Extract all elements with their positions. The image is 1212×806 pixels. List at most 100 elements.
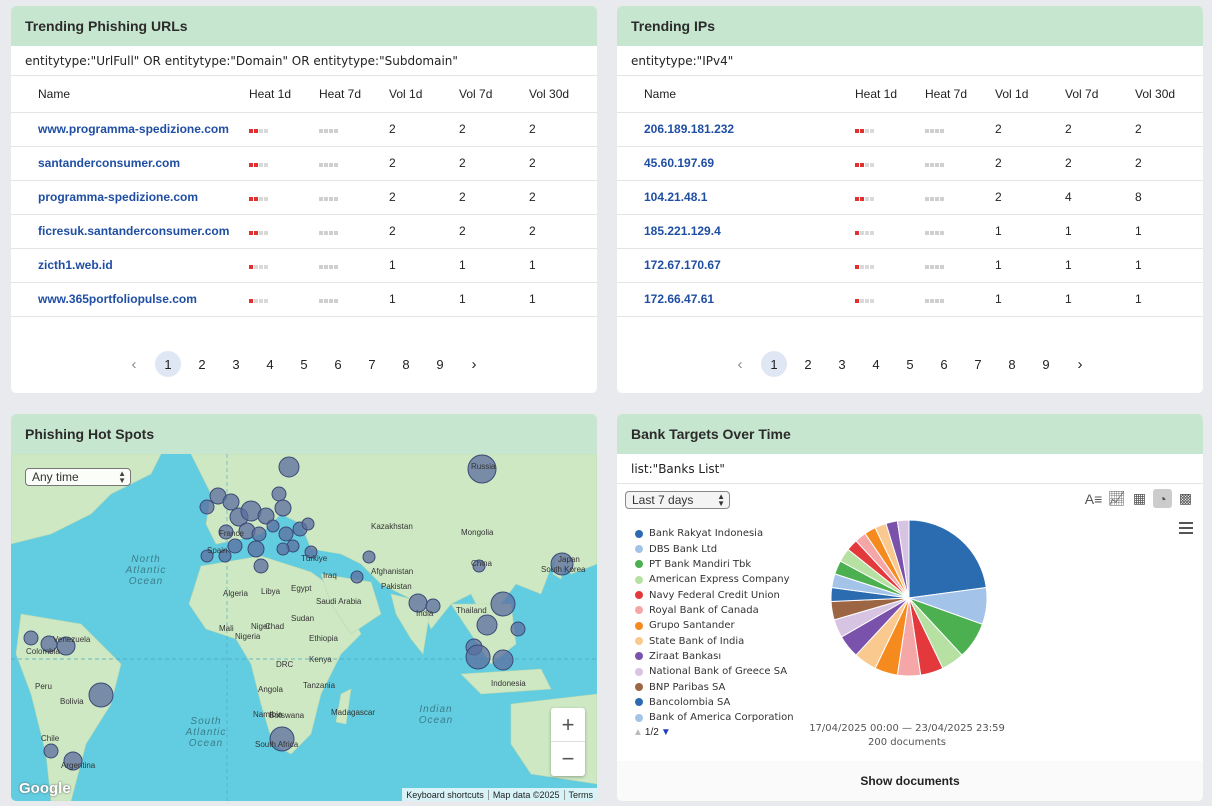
- prev-page-icon[interactable]: ‹: [131, 355, 137, 373]
- pie-chart-icon[interactable]: ◔: [1153, 489, 1172, 508]
- legend-item[interactable]: Ziraat Bankası: [635, 649, 794, 664]
- column-header-vol-1d[interactable]: Vol 1d: [389, 86, 423, 101]
- column-header-vol-7d[interactable]: Vol 7d: [459, 86, 493, 101]
- page-button[interactable]: 3: [838, 356, 846, 372]
- zoom-out-button[interactable]: −: [561, 746, 575, 771]
- date-range-select[interactable]: Last 7 days ▲ ▼: [625, 491, 730, 509]
- entity-link[interactable]: 104.21.48.1: [644, 190, 708, 204]
- query-string[interactable]: entitytype:"UrlFull" OR entitytype:"Doma…: [11, 46, 597, 76]
- vol-1d-cell: 2: [995, 179, 1065, 214]
- name-cell: 172.67.170.67: [617, 247, 855, 282]
- show-documents-button[interactable]: Show documents: [617, 761, 1203, 801]
- legend-item[interactable]: Royal Bank of Canada: [635, 603, 794, 618]
- page-button[interactable]: 8: [402, 356, 410, 372]
- map-svg: [11, 454, 597, 801]
- chart-menu-icon[interactable]: [1179, 522, 1193, 534]
- world-map[interactable]: Any time ▲ ▼ Russia Kazakhstan Mongolia Nort…: [11, 454, 597, 801]
- page-button[interactable]: 5: [300, 356, 308, 372]
- trending-ips-panel: Trending IPs entitytype:"IPv4" Name Heat …: [617, 6, 1203, 393]
- legend-item[interactable]: Bank of America Corporation: [635, 710, 794, 725]
- column-header-heat-7d[interactable]: Heat 7d: [319, 86, 362, 101]
- hot-spot-markers[interactable]: [23, 454, 574, 771]
- entity-link[interactable]: www.programma-spedizione.com: [38, 122, 229, 136]
- trending-phishing-urls-panel: Trending Phishing URLs entitytype:"UrlFu…: [11, 6, 597, 393]
- entity-link[interactable]: 45.60.197.69: [644, 156, 715, 170]
- legend-swatch: [635, 667, 643, 676]
- entity-link[interactable]: 206.189.181.232: [644, 122, 735, 136]
- legend-next-icon[interactable]: ▼: [660, 727, 671, 738]
- column-header-heat-1d[interactable]: Heat 1d: [855, 86, 898, 101]
- page-button[interactable]: 9: [1042, 356, 1050, 372]
- legend-item[interactable]: Navy Federal Credit Union: [635, 587, 794, 602]
- query-string[interactable]: list:"Banks List": [617, 454, 1203, 484]
- page-button[interactable]: 3: [232, 356, 240, 372]
- entity-link[interactable]: 172.67.170.67: [644, 258, 721, 272]
- page-button[interactable]: 7: [974, 356, 982, 372]
- page-button[interactable]: 5: [906, 356, 914, 372]
- zoom-in-button[interactable]: +: [551, 708, 585, 742]
- bar-chart-icon[interactable]: ▩: [1178, 490, 1193, 506]
- column-header-vol-30d[interactable]: Vol 30d: [1135, 86, 1176, 101]
- page-button[interactable]: 4: [872, 356, 880, 372]
- legend-item[interactable]: Bancolombia SA: [635, 695, 794, 710]
- entity-link[interactable]: www.365portfoliopulse.com: [38, 292, 197, 306]
- heat-1d-cell: [249, 179, 319, 214]
- chart-toolbar: Last 7 days ▲ ▼ A≡ 📈︎ ▦ ◔ ▩: [625, 489, 1195, 511]
- next-page-icon[interactable]: ›: [471, 355, 477, 373]
- map-place-label: Pakistan: [381, 582, 412, 591]
- entity-link[interactable]: santanderconsumer.com: [38, 156, 181, 170]
- column-header-heat-7d[interactable]: Heat 7d: [925, 86, 968, 101]
- entity-link[interactable]: 172.66.47.61: [644, 292, 715, 306]
- time-range-select[interactable]: Any time ▲ ▼: [25, 468, 131, 486]
- legend-label: PT Bank Mandiri Tbk: [649, 558, 752, 570]
- entity-link[interactable]: ficresuk.santanderconsumer.com: [38, 224, 230, 238]
- prev-page-icon[interactable]: ‹: [737, 355, 743, 373]
- heat-indicator: [249, 163, 268, 167]
- legend-item[interactable]: American Express Company: [635, 572, 794, 587]
- column-header-vol-1d[interactable]: Vol 1d: [995, 86, 1029, 101]
- terms-link[interactable]: Terms: [563, 789, 598, 800]
- legend-swatch: [635, 591, 643, 600]
- legend-swatch: [635, 621, 643, 630]
- page-button[interactable]: 1: [761, 351, 787, 377]
- entity-link[interactable]: zicth1.web.id: [38, 258, 113, 272]
- column-header-heat-1d[interactable]: Heat 1d: [249, 86, 292, 101]
- entity-link[interactable]: 185.221.129.4: [644, 224, 721, 238]
- column-header-name[interactable]: Name: [644, 86, 677, 101]
- page-button[interactable]: 2: [804, 356, 812, 372]
- legend-prev-icon[interactable]: ▲: [633, 727, 643, 738]
- legend-item[interactable]: BNP Paribas SA: [635, 679, 794, 694]
- next-page-icon[interactable]: ›: [1077, 355, 1083, 373]
- legend-item[interactable]: Bank Rakyat Indonesia: [635, 526, 794, 541]
- legend-item[interactable]: DBS Bank Ltd: [635, 541, 794, 556]
- line-chart-icon[interactable]: 📈︎: [1107, 490, 1126, 506]
- keyboard-shortcuts-link[interactable]: Keyboard shortcuts: [406, 789, 484, 800]
- legend-item[interactable]: State Bank of India: [635, 633, 794, 648]
- page-button[interactable]: 7: [368, 356, 376, 372]
- page-button[interactable]: 6: [940, 356, 948, 372]
- vol-1d-cell: 2: [995, 111, 1065, 146]
- legend-item[interactable]: National Bank of Greece SA: [635, 664, 794, 679]
- query-string[interactable]: entitytype:"IPv4": [617, 46, 1203, 76]
- page-button[interactable]: 4: [266, 356, 274, 372]
- pie-slice[interactable]: [908, 519, 987, 599]
- legend-item[interactable]: PT Bank Mandiri Tbk: [635, 557, 794, 572]
- pie-slice[interactable]: [896, 519, 910, 599]
- vol-7d-cell: 2: [1065, 145, 1135, 180]
- column-header-vol-30d[interactable]: Vol 30d: [529, 86, 570, 101]
- entity-link[interactable]: programma-spedizione.com: [38, 190, 199, 204]
- page-button[interactable]: 8: [1008, 356, 1016, 372]
- column-header-vol-7d[interactable]: Vol 7d: [1065, 86, 1099, 101]
- map-place-label: Kenya: [309, 655, 332, 664]
- vol-7d-cell: 2: [1065, 111, 1135, 146]
- text-chart-icon[interactable]: A≡: [1084, 490, 1103, 507]
- page-button[interactable]: 9: [436, 356, 444, 372]
- area-chart-icon[interactable]: ▦: [1132, 490, 1147, 506]
- column-header-name[interactable]: Name: [38, 86, 71, 101]
- page-button[interactable]: 2: [198, 356, 206, 372]
- page-button[interactable]: 6: [334, 356, 342, 372]
- heat-1d-cell: [249, 145, 319, 180]
- page-button[interactable]: 1: [155, 351, 181, 377]
- legend-item[interactable]: Grupo Santander: [635, 618, 794, 633]
- vol-1d-cell: 1: [389, 247, 459, 282]
